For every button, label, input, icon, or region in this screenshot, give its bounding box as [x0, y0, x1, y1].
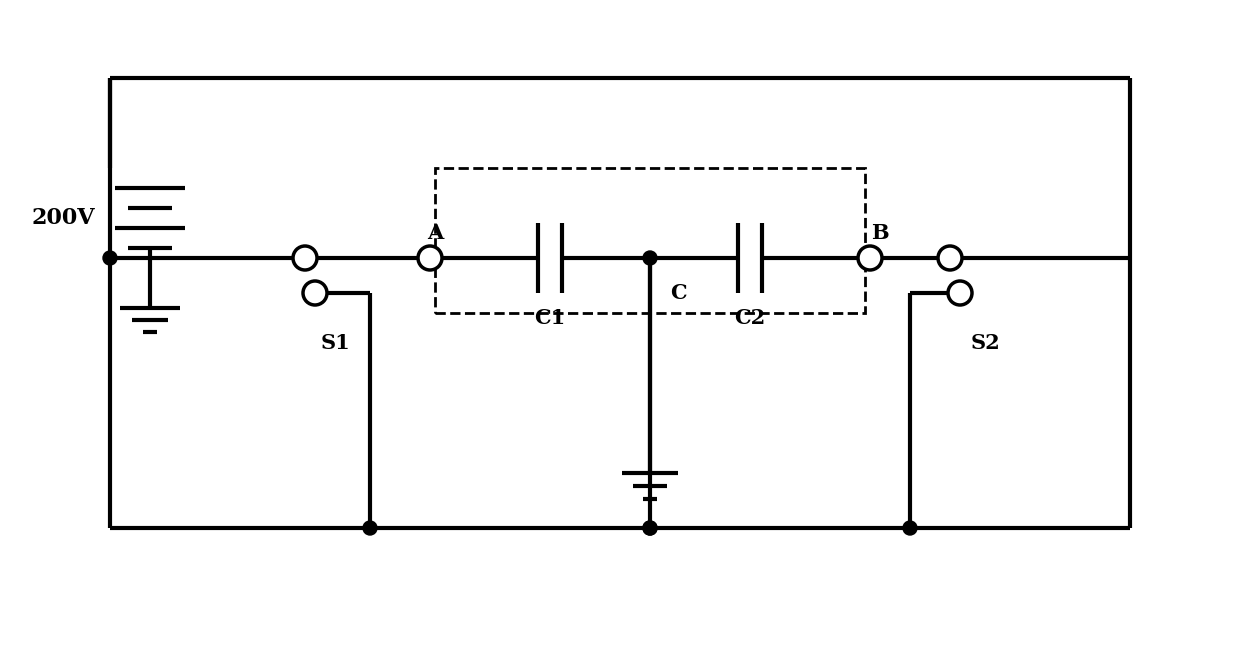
Circle shape: [103, 251, 117, 265]
Circle shape: [293, 246, 317, 270]
Circle shape: [903, 521, 918, 535]
Circle shape: [937, 246, 962, 270]
Text: C1: C1: [534, 308, 565, 328]
Text: S2: S2: [970, 333, 999, 353]
Circle shape: [303, 281, 327, 305]
Circle shape: [363, 521, 377, 535]
Text: C: C: [670, 283, 687, 303]
Circle shape: [644, 521, 657, 535]
Circle shape: [858, 246, 882, 270]
Circle shape: [949, 281, 972, 305]
Text: S1: S1: [320, 333, 350, 353]
Circle shape: [418, 246, 441, 270]
Text: C2: C2: [734, 308, 765, 328]
Text: A: A: [427, 223, 443, 243]
Circle shape: [644, 251, 657, 265]
Text: 200V: 200V: [31, 207, 95, 229]
Circle shape: [644, 521, 657, 535]
Text: B: B: [872, 223, 889, 243]
